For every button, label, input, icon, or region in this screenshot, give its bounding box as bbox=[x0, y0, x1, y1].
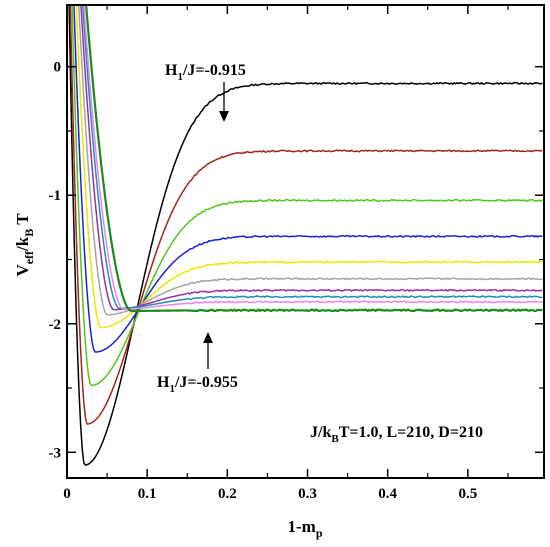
annotation-bottom-label: H1/J=-0.955 bbox=[157, 374, 238, 395]
series-line bbox=[68, 5, 543, 466]
x-tick-label: 0.4 bbox=[378, 486, 397, 502]
series-line bbox=[71, 5, 543, 387]
series-line bbox=[80, 5, 543, 311]
x-tick-label: 0.3 bbox=[298, 486, 317, 502]
plot-frame bbox=[66, 4, 545, 479]
parameters-label: J/kBT=1.0, L=210, D=210 bbox=[310, 424, 483, 445]
y-tick-label: -2 bbox=[49, 317, 62, 333]
series-line bbox=[78, 5, 543, 316]
series-group bbox=[68, 5, 543, 466]
series-line bbox=[81, 5, 543, 310]
series-line bbox=[73, 5, 543, 353]
series-line bbox=[83, 5, 543, 310]
y-tick-label: -1 bbox=[49, 188, 62, 204]
x-tick-label: 0.1 bbox=[138, 486, 157, 502]
series-line bbox=[85, 5, 543, 313]
axis-ticks: 0 0.1 0.2 0.3 0.4 0.5 0 -1 -2 -3 bbox=[49, 5, 544, 502]
x-axis-label: 1-mp bbox=[287, 517, 322, 540]
annotation-top-label: H1/J=-0.915 bbox=[165, 62, 246, 83]
series-line bbox=[69, 5, 543, 425]
x-tick-label: 0.5 bbox=[458, 486, 477, 502]
y-tick-label: 0 bbox=[54, 60, 62, 76]
y-axis-label: Veff/kB T bbox=[13, 213, 36, 277]
x-tick-label: 0 bbox=[63, 486, 71, 502]
x-tick-label: 0.2 bbox=[218, 486, 237, 502]
series-line bbox=[75, 5, 543, 329]
y-tick-label: -3 bbox=[49, 445, 62, 461]
annotation-bottom-arrow bbox=[203, 332, 213, 369]
annotation-top-arrow bbox=[219, 82, 229, 122]
